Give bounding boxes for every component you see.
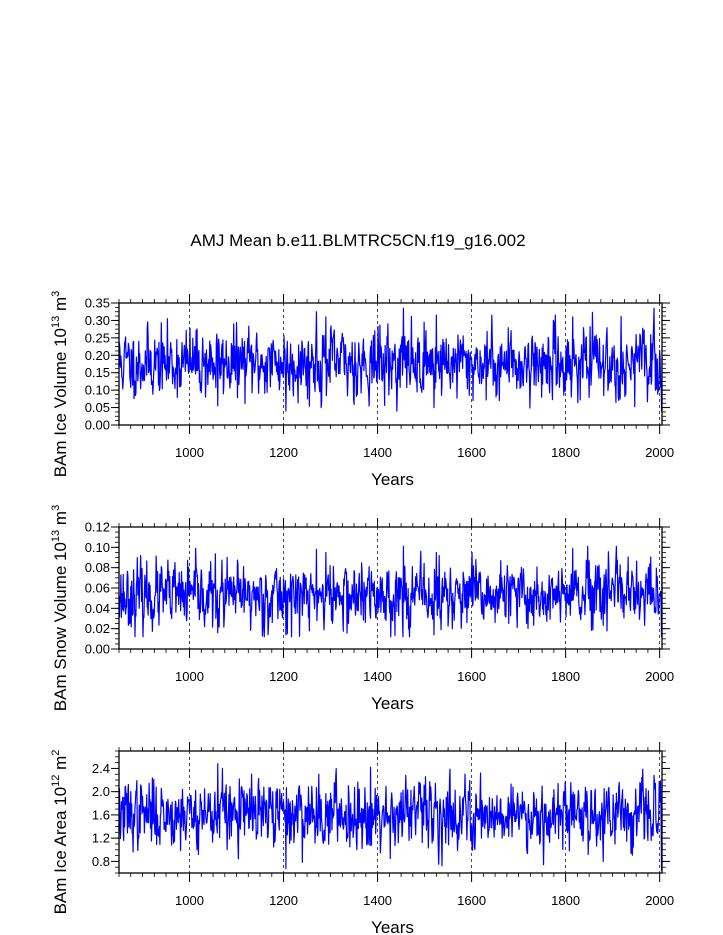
x-tick-label: 1400 <box>363 669 392 684</box>
y-label-unit: m <box>51 511 70 530</box>
y-tick-label: 0.20 <box>85 348 110 363</box>
y-label-exponent: 12 <box>50 775 62 787</box>
x-tick-label: 2000 <box>645 893 674 908</box>
y-label-exponent: 13 <box>50 316 62 328</box>
y-tick-label: 0.06 <box>85 581 110 596</box>
y-tick-label: 0.02 <box>85 621 110 636</box>
x-tick-label: 1600 <box>457 893 486 908</box>
y-tick-label: 2.0 <box>92 784 110 799</box>
x-tick-label: 1800 <box>551 445 580 460</box>
x-tick-label: 1800 <box>551 893 580 908</box>
y-tick-label: 0.25 <box>85 330 110 345</box>
x-tick-label: 2000 <box>645 445 674 460</box>
y-tick-label: 0.00 <box>85 642 110 657</box>
y-label-base: BAm Snow Volume 10 <box>51 542 70 711</box>
y-tick-label: 0.08 <box>85 560 110 575</box>
y-tick-label: 0.15 <box>85 365 110 380</box>
y-tick-label: 1.2 <box>92 831 110 846</box>
y-tick-label: 0.05 <box>85 400 110 415</box>
x-tick-label: 1000 <box>175 445 204 460</box>
y-label-base: BAm Ice Volume 10 <box>51 328 70 477</box>
y-axis-label: BAm Ice Volume 1013 m3 <box>50 291 70 478</box>
x-tick-label: 1200 <box>269 893 298 908</box>
y-tick-label: 0.10 <box>85 540 110 555</box>
y-label-unit-exponent: 3 <box>50 505 62 511</box>
y-label-unit-exponent: 2 <box>50 750 62 756</box>
y-tick-label: 0.8 <box>92 854 110 869</box>
x-tick-label: 1600 <box>457 445 486 460</box>
y-label-unit-exponent: 3 <box>50 291 62 297</box>
chart-panel-3: 1000 1200 1400 1600 1800 2000 0.8 1.2 1.6 2.0 2.4 Y… <box>50 742 674 935</box>
y-tick-label: 2.4 <box>92 761 110 776</box>
x-tick-label: 2000 <box>645 669 674 684</box>
plot-frame <box>118 750 663 874</box>
chart-title: AMJ Mean b.e11.BLMTRC5CN.f19_g16.002 <box>190 231 525 250</box>
data-line <box>118 307 663 412</box>
x-tick-label: 1200 <box>269 445 298 460</box>
y-tick-label: 1.6 <box>92 807 110 822</box>
x-axis-label: Years <box>371 918 414 935</box>
y-tick-label: 0.00 <box>85 418 110 433</box>
x-tick-label: 1200 <box>269 669 298 684</box>
x-tick-label: 1400 <box>363 893 392 908</box>
y-axis-label: BAm Snow Volume 1013 m3 <box>50 505 70 711</box>
x-tick-label: 1400 <box>363 445 392 460</box>
data-line <box>118 763 663 871</box>
y-tick-label: 0.35 <box>85 296 110 311</box>
y-label-exponent: 13 <box>50 530 62 542</box>
data-line <box>118 545 663 638</box>
x-axis-label: Years <box>371 470 414 489</box>
x-tick-label: 1600 <box>457 669 486 684</box>
chart-panel-1: 1000 1200 1400 1600 1800 2000 0.00 0.05 0.10 0.15… <box>50 291 674 489</box>
x-axis-label: Years <box>371 694 414 713</box>
y-tick-label: 0.10 <box>85 383 110 398</box>
x-tick-label: 1000 <box>175 669 204 684</box>
y-label-unit: m <box>51 297 70 316</box>
y-tick-label: 0.04 <box>85 601 110 616</box>
x-tick-label: 1800 <box>551 669 580 684</box>
x-tick-label: 1000 <box>175 893 204 908</box>
y-tick-label: 0.30 <box>85 313 110 328</box>
y-tick-label: 0.12 <box>85 520 110 535</box>
y-label-unit: m <box>51 756 70 775</box>
chart-panel-2: 1000 1200 1400 1600 1800 2000 0.00 0.02 0.04 0.06… <box>50 505 674 713</box>
y-axis-label: BAm Ice Area 1012 m2 <box>50 750 70 915</box>
y-label-base: BAm Ice Area 10 <box>51 787 70 915</box>
